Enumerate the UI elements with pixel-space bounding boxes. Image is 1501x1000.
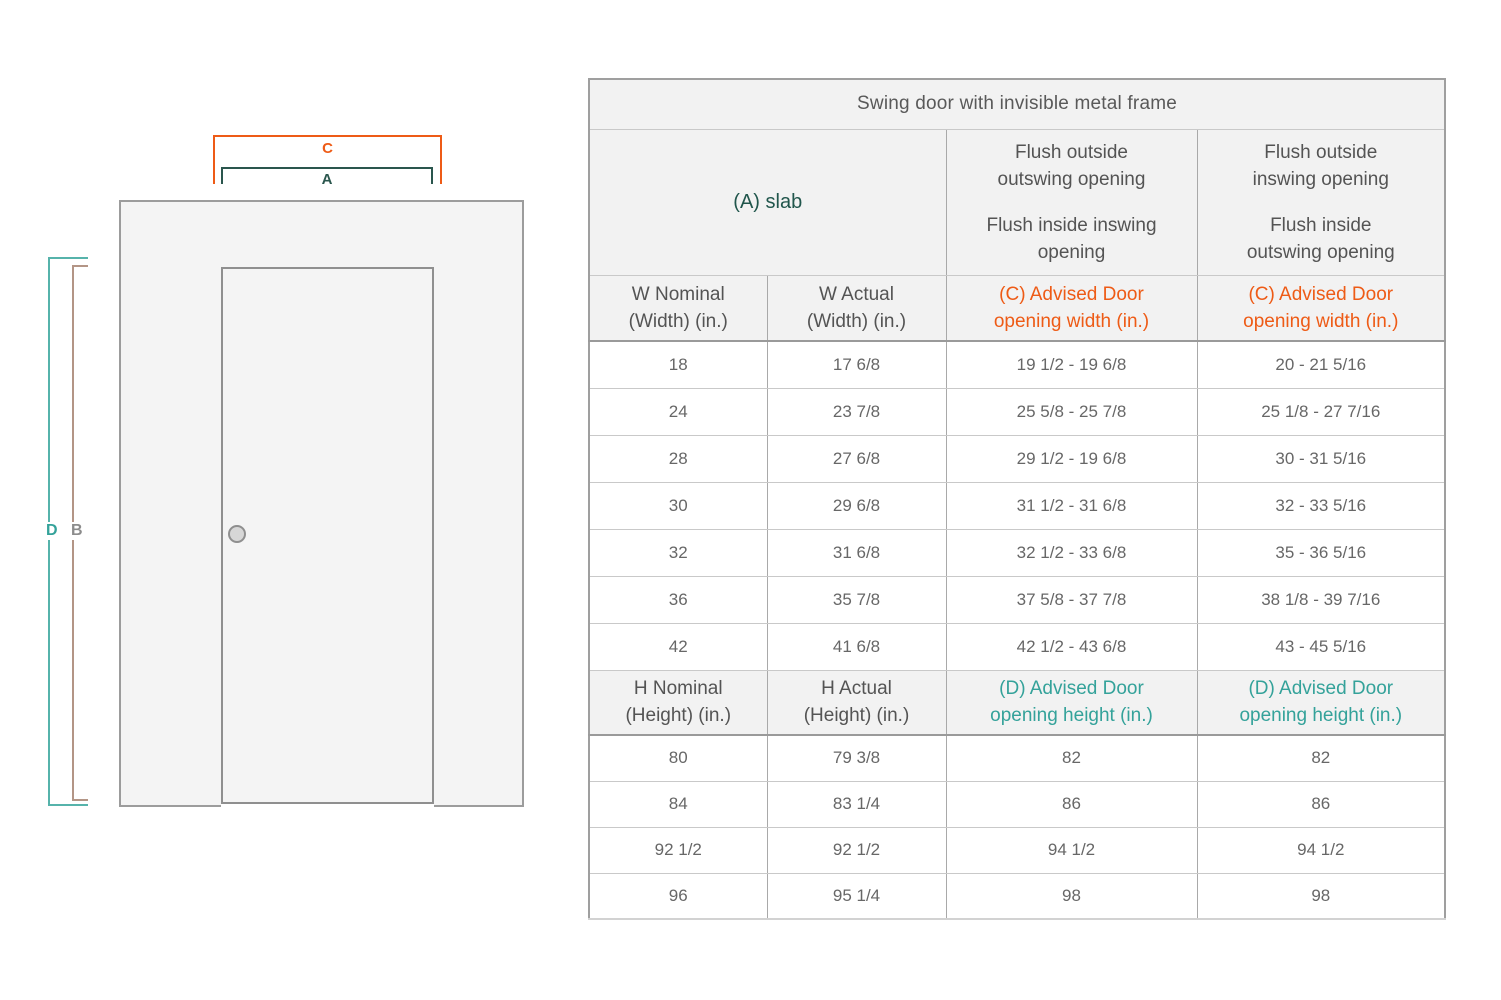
header-line: Flush outside [1264, 141, 1378, 163]
table-cell: 86 [945, 780, 1198, 828]
table-row: 28 27 6/8 29 1/2 - 19 6/8 30 - 31 5/16 [588, 434, 1446, 483]
table-cell: 79 3/8 [766, 734, 947, 782]
table-cell: 82 [1196, 734, 1446, 782]
header-line: opening [1037, 241, 1106, 263]
table-cell: 92 1/2 [588, 826, 768, 874]
table-cell: 25 5/8 - 25 7/8 [945, 387, 1198, 436]
dimension-label-d: D [44, 522, 60, 540]
col-header-advised-height-1: (D) Advised Door opening height (in.) [945, 669, 1198, 736]
col-header-h-nominal: H Nominal (Height) (in.) [588, 669, 768, 736]
table-cell: 42 [588, 622, 768, 671]
table-cell: 96 [588, 872, 768, 920]
table-cell: 32 1/2 - 33 6/8 [945, 528, 1198, 577]
table-cell: 17 6/8 [766, 340, 947, 389]
table-cell: 23 7/8 [766, 387, 947, 436]
table-title-row: Swing door with invisible metal frame [588, 78, 1446, 130]
dimension-label-c: C [322, 140, 333, 157]
col-header-advised-width-1: (C) Advised Door opening width (in.) [945, 274, 1198, 342]
table-cell: 98 [1196, 872, 1446, 920]
col-header-advised-width-2: (C) Advised Door opening width (in.) [1196, 274, 1446, 342]
table-row: 92 1/2 92 1/2 94 1/2 94 1/2 [588, 826, 1446, 874]
table-cell: 98 [945, 872, 1198, 920]
table-cell: 27 6/8 [766, 434, 947, 483]
table-cell: 20 - 21 5/16 [1196, 340, 1446, 389]
table-cell: 30 - 31 5/16 [1196, 434, 1446, 483]
table-cell: 25 1/8 - 27 7/16 [1196, 387, 1446, 436]
table-cell: 32 - 33 5/16 [1196, 481, 1446, 530]
table-row: 42 41 6/8 42 1/2 - 43 6/8 43 - 45 5/16 [588, 622, 1446, 671]
table-cell: 41 6/8 [766, 622, 947, 671]
spec-table: Swing door with invisible metal frame (A… [588, 78, 1447, 920]
table-row: 32 31 6/8 32 1/2 - 33 6/8 35 - 36 5/16 [588, 528, 1446, 577]
dimension-label-a: A [321, 171, 333, 188]
table-cell: 24 [588, 387, 768, 436]
table-cell: 36 [588, 575, 768, 624]
flush-inswing-header: Flush outside inswing opening Flush insid… [1196, 128, 1446, 276]
table-cell: 84 [588, 780, 768, 828]
table-cell: 42 1/2 - 43 6/8 [945, 622, 1198, 671]
table-cell: 94 1/2 [1196, 826, 1446, 874]
height-header-row: H Nominal (Height) (in.) H Actual (Height)… [588, 669, 1446, 736]
table-cell: 31 6/8 [766, 528, 947, 577]
header-line: outswing opening [997, 168, 1146, 190]
table-row: 18 17 6/8 19 1/2 - 19 6/8 20 - 21 5/16 [588, 340, 1446, 389]
door-knob-icon [228, 525, 246, 543]
header-line: inswing opening [1252, 168, 1389, 190]
table-cell: 19 1/2 - 19 6/8 [945, 340, 1198, 389]
table-row: 24 23 7/8 25 5/8 - 25 7/8 25 1/8 - 27 7/… [588, 387, 1446, 436]
table-cell: 38 1/8 - 39 7/16 [1196, 575, 1446, 624]
table-row: 80 79 3/8 82 82 [588, 734, 1446, 782]
dimension-bracket-a: A [221, 167, 433, 188]
door-slab [221, 267, 434, 804]
flush-outswing-header: Flush outside outswing opening Flush insi… [945, 128, 1198, 276]
table-cell: 92 1/2 [766, 826, 947, 874]
table-cell: 29 1/2 - 19 6/8 [945, 434, 1198, 483]
slab-header: (A) slab [588, 128, 947, 276]
table-cell: 95 1/4 [766, 872, 947, 920]
table-row: 96 95 1/4 98 98 [588, 872, 1446, 920]
header-line: Flush outside [1014, 141, 1128, 163]
col-header-h-actual: H Actual (Height) (in.) [766, 669, 947, 736]
dimension-label-b: B [69, 522, 85, 540]
group-header-row: (A) slab Flush outside outswing opening F… [588, 128, 1446, 276]
col-header-advised-height-2: (D) Advised Door opening height (in.) [1196, 669, 1446, 736]
table-cell: 29 6/8 [766, 481, 947, 530]
table-cell: 83 1/4 [766, 780, 947, 828]
header-line: outswing opening [1246, 241, 1395, 263]
table-cell: 37 5/8 - 37 7/8 [945, 575, 1198, 624]
table-row: 30 29 6/8 31 1/2 - 31 6/8 32 - 33 5/16 [588, 481, 1446, 530]
header-line: Flush inside [1270, 214, 1372, 236]
table-row: 84 83 1/4 86 86 [588, 780, 1446, 828]
width-header-row: W Nominal (Width) (in.) W Actual (Width) (… [588, 274, 1446, 342]
table-cell: 80 [588, 734, 768, 782]
table-cell: 28 [588, 434, 768, 483]
table-row: 36 35 7/8 37 5/8 - 37 7/8 38 1/8 - 39 7/… [588, 575, 1446, 624]
table-cell: 31 1/2 - 31 6/8 [945, 481, 1198, 530]
col-header-w-nominal: W Nominal (Width) (in.) [588, 274, 768, 342]
header-line: Flush inside inswing [986, 214, 1157, 236]
table-cell: 18 [588, 340, 768, 389]
table-cell: 43 - 45 5/16 [1196, 622, 1446, 671]
dimension-bracket-c: C [213, 135, 442, 184]
table-title: Swing door with invisible metal frame [588, 78, 1446, 130]
table-cell: 86 [1196, 780, 1446, 828]
table-cell: 82 [945, 734, 1198, 782]
table-cell: 35 - 36 5/16 [1196, 528, 1446, 577]
table-cell: 35 7/8 [766, 575, 947, 624]
table-cell: 30 [588, 481, 768, 530]
table-cell: 94 1/2 [945, 826, 1198, 874]
col-header-w-actual: W Actual (Width) (in.) [766, 274, 947, 342]
table-cell: 32 [588, 528, 768, 577]
